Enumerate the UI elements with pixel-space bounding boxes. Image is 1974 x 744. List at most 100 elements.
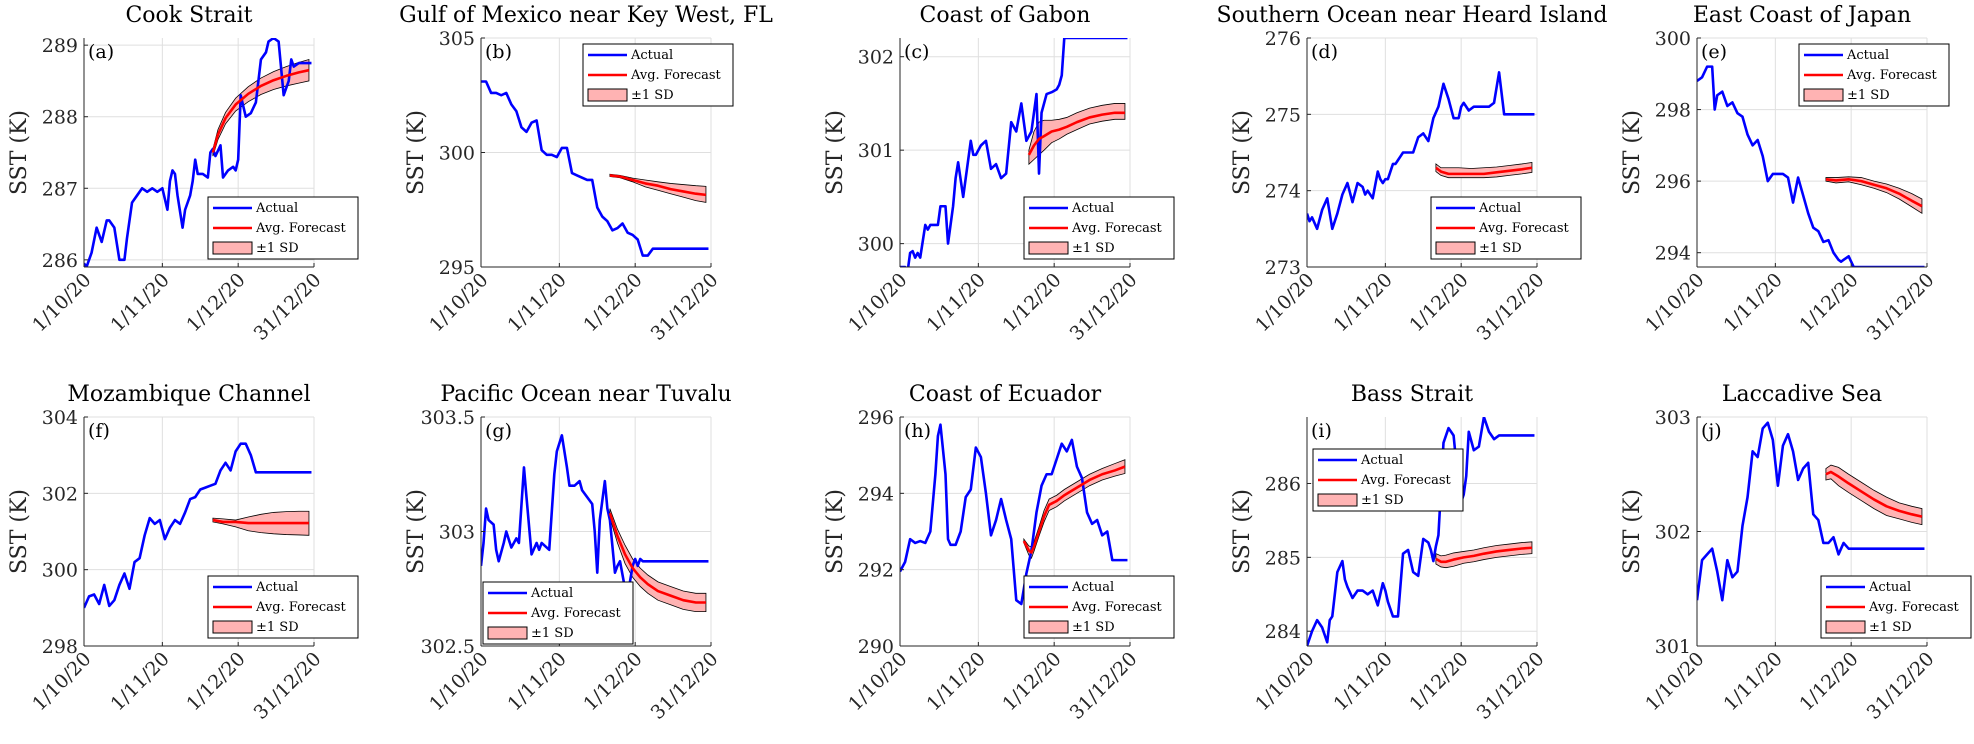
legend-entry: Avg. Forecast (1071, 600, 1163, 615)
y-tick-label: 300 (858, 234, 894, 256)
panel-label: (e) (1701, 41, 1727, 63)
x-tick-label: 1/12/20 (1405, 648, 1472, 715)
legend-entry: ±1 SD (631, 88, 674, 103)
x-tick-label: 1/12/20 (998, 648, 1065, 715)
x-tick-label: 31/12/20 (1473, 648, 1549, 724)
forecast-line (1825, 178, 1923, 208)
subplot-b: 295 300 305 1/10/20 1/11/20 1/12/20 31/12/20 SS… (399, 3, 773, 345)
plot-area (900, 423, 1128, 606)
y-tick-label: 298 (1655, 100, 1691, 122)
sd-band (1028, 103, 1126, 166)
x-tick-label: 31/12/20 (250, 648, 326, 724)
y-tick-label: 284 (1265, 621, 1301, 643)
plot-area (1697, 65, 1925, 267)
y-tick-label: 303 (1655, 407, 1691, 429)
forecast-line (212, 518, 309, 525)
x-tick-label: 1/11/20 (1720, 648, 1787, 715)
subplot-e: 294 296 298 300 1/10/20 1/11/20 1/12/20 31/12/2… (1620, 3, 1950, 345)
legend-swatch-sd (1317, 493, 1358, 507)
subplot-h: 290 292 294 296 1/10/20 1/11/20 1/12/20 31/12/2… (823, 382, 1175, 724)
panel-label: (i) (1311, 420, 1332, 442)
legend-entry: Actual (1846, 48, 1889, 63)
legend-swatch-sd (1028, 620, 1069, 634)
x-tick-label: 31/12/20 (1473, 269, 1549, 345)
subplot-title: Coast of Gabon (920, 3, 1091, 28)
y-tick-label: 294 (858, 483, 894, 505)
legend-swatch-sd (1803, 88, 1844, 102)
y-axis-label: SST (K) (1620, 110, 1645, 195)
legend: Actual Avg. Forecast ±1 SD (1820, 575, 1972, 639)
panel-label: (c) (904, 41, 929, 63)
y-tick-label: 286 (42, 250, 78, 272)
legend: Actual Avg. Forecast ±1 SD (1023, 575, 1175, 639)
x-tick-label: 1/11/20 (1330, 269, 1397, 336)
x-tick-label: 1/12/20 (182, 648, 249, 715)
y-tick-label: 303 (439, 522, 475, 544)
y-tick-label: 298 (42, 636, 78, 658)
x-tick-label: 31/12/20 (647, 269, 723, 345)
x-tick-label: 1/10/20 (28, 269, 95, 336)
legend: Actual Avg. Forecast ±1 SD (1430, 196, 1582, 260)
actual-line (900, 423, 1128, 606)
actual-line (1697, 65, 1925, 267)
legend-entry: ±1 SD (531, 626, 574, 641)
sd-band (1825, 176, 1923, 215)
plot-area (1697, 421, 1925, 602)
plot-area (900, 38, 1128, 267)
y-tick-label: 288 (42, 107, 78, 129)
legend-swatch-sd (587, 88, 628, 102)
x-tick-label: 1/12/20 (1795, 269, 1862, 336)
legend-entry: Avg. Forecast (1846, 68, 1938, 83)
legend-swatch-sd (1825, 620, 1866, 634)
y-tick-label: 303.5 (421, 407, 475, 429)
x-tick-label: 1/12/20 (579, 269, 646, 336)
x-tick-label: 1/11/20 (1330, 648, 1397, 715)
subplot-title: Laccadive Sea (1722, 382, 1882, 407)
actual-line (1697, 421, 1925, 602)
x-tick-label: 31/12/20 (1066, 648, 1142, 724)
y-axis-label: SST (K) (404, 110, 429, 195)
y-tick-label: 276 (1265, 28, 1301, 50)
x-tick-label: 1/10/20 (1251, 269, 1318, 336)
y-tick-label: 301 (858, 140, 894, 162)
legend-swatch-sd (487, 626, 528, 640)
y-tick-label: 290 (858, 636, 894, 658)
x-tick-label: 1/12/20 (182, 269, 249, 336)
x-tick-label: 1/11/20 (107, 269, 174, 336)
x-tick-label: 1/10/20 (844, 269, 911, 336)
y-tick-label: 294 (1655, 243, 1691, 265)
y-tick-label: 301 (1655, 636, 1691, 658)
legend-entry: Avg. Forecast (255, 600, 347, 615)
panel-label: (j) (1701, 420, 1722, 442)
legend-entry: Actual (1360, 453, 1403, 468)
panel-label: (g) (485, 420, 512, 442)
panel-label: (f) (88, 420, 110, 442)
subplot-j: 301 302 303 1/10/20 1/11/20 1/12/20 31/12/20 SS… (1620, 382, 1972, 724)
legend: Actual Avg. Forecast ±1 SD (482, 581, 634, 645)
forecast-line (608, 512, 706, 604)
actual-line (481, 434, 709, 597)
legend-swatch-sd (1435, 241, 1476, 255)
legend-entry: Avg. Forecast (1071, 221, 1163, 236)
forecast-line (1022, 465, 1126, 554)
y-tick-label: 287 (42, 178, 78, 200)
subplot-a: 286 287 288 289 1/10/20 1/11/20 1/12/20 31/12/2… (7, 3, 359, 345)
legend-entry: Actual (1071, 201, 1114, 216)
y-axis-label: SST (K) (404, 489, 429, 574)
legend-entry: Avg. Forecast (1868, 600, 1960, 615)
legend-entry: ±1 SD (1072, 620, 1115, 635)
plot-area (1307, 417, 1535, 646)
y-tick-label: 302.5 (421, 636, 475, 658)
x-tick-label: 1/10/20 (1641, 648, 1708, 715)
subplot-title: Cook Strait (125, 3, 252, 28)
x-tick-label: 1/12/20 (1795, 648, 1862, 715)
forecast-line (1435, 546, 1533, 564)
legend-entry: Actual (530, 586, 573, 601)
legend-swatch-sd (1028, 241, 1069, 255)
subplot-title: Bass Strait (1351, 382, 1473, 407)
legend-entry: Avg. Forecast (1360, 473, 1452, 488)
subplot-c: 300 301 302 1/10/20 1/11/20 1/12/20 31/12/20 SS… (823, 3, 1175, 345)
legend-entry: ±1 SD (1847, 88, 1890, 103)
y-tick-label: 286 (1265, 473, 1301, 495)
